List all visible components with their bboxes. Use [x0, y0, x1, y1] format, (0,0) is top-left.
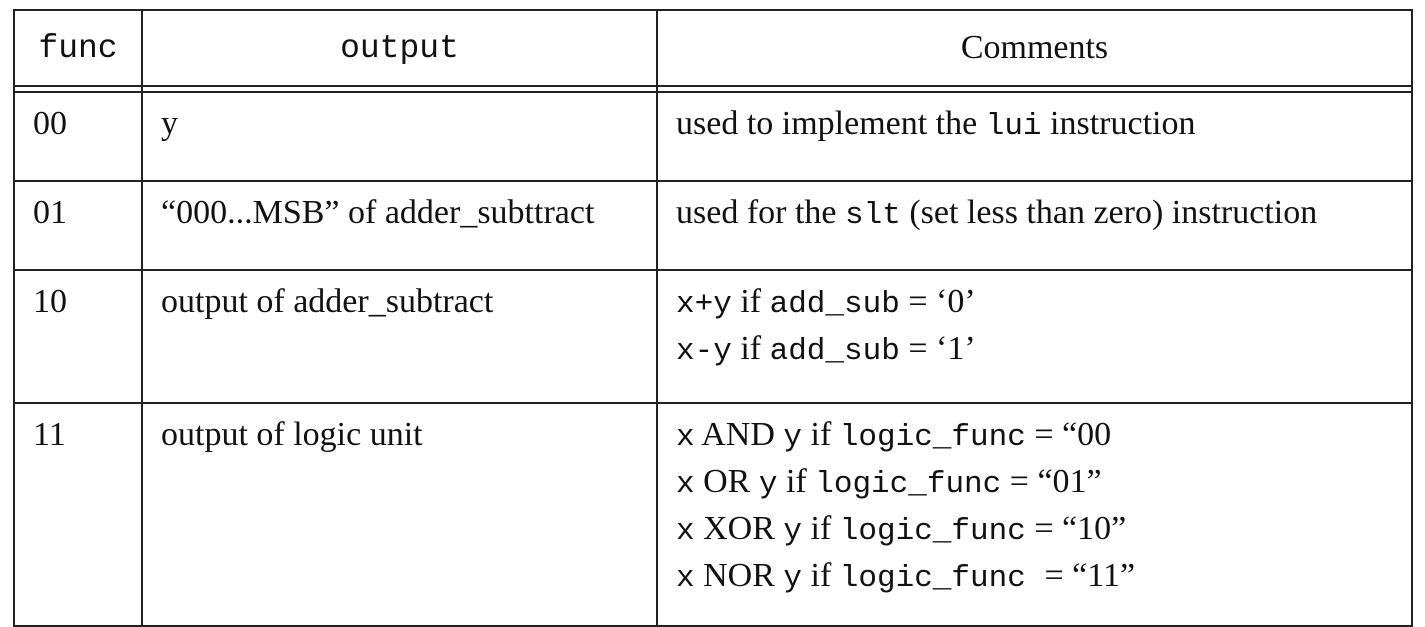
func-table: func output Comments 00 y used to implem…: [13, 9, 1413, 627]
comment-line: x-y if add_sub = ‘1’: [676, 327, 1393, 374]
comment-code-segment: slt: [845, 198, 901, 233]
comment-text-segment: = “01”: [1001, 463, 1102, 500]
header-func: func: [13, 9, 143, 87]
comment-text-segment: if: [802, 557, 840, 594]
comment-text-segment: OR: [694, 463, 759, 500]
comment-code-segment: logic_func: [839, 420, 1026, 455]
comment-code-segment: logic_func: [839, 561, 1045, 596]
comment-code-segment: lui: [985, 109, 1042, 144]
comment-text-segment: if: [802, 416, 840, 453]
comment-text-segment: = ‘1’: [899, 330, 976, 367]
comment-text-segment: NOR: [694, 557, 784, 594]
table-row: 11 output of logic unit x AND y if logic…: [13, 402, 1413, 627]
output-cell: output of adder_subtract: [141, 269, 658, 404]
func-cell: 11: [13, 402, 143, 627]
func-cell: 10: [13, 269, 143, 404]
comment-code-segment: add_sub: [769, 287, 900, 322]
comment-text-segment: if: [777, 463, 816, 500]
separator-cell: [656, 85, 1413, 93]
comment-text-segment: XOR: [694, 510, 784, 547]
comment-code-segment: add_sub: [769, 334, 900, 369]
table-row: 10 output of adder_subtract x+y if add_s…: [13, 269, 1413, 404]
comment-text-segment: instruction: [1041, 105, 1196, 142]
comment-code-segment: y: [783, 514, 803, 549]
comment-cell: used to implement the lui instruction: [656, 91, 1413, 182]
func-table-container: func output Comments 00 y used to implem…: [13, 9, 1413, 627]
comment-line: used for the slt (set less than zero) in…: [676, 191, 1393, 238]
comment-code-segment: x: [676, 561, 695, 596]
func-cell: 00: [13, 91, 143, 182]
output-cell: “000...MSB” of adder_subttract: [141, 180, 658, 271]
comment-text-segment: AND: [694, 416, 784, 453]
comment-code-segment: y: [783, 420, 803, 455]
comment-line: x NOR y if logic_func = “11”: [676, 554, 1393, 601]
comment-code-segment: x: [676, 514, 695, 549]
comment-code-segment: y: [758, 467, 778, 502]
header-output: output: [141, 9, 658, 87]
comment-text-segment: if: [802, 510, 840, 547]
header-separator: [13, 85, 1413, 93]
comment-line: x XOR y if logic_func = “10”: [676, 507, 1393, 554]
comment-line: used to implement the lui instruction: [676, 102, 1393, 149]
comment-code-segment: logic_func: [815, 467, 1002, 502]
header-row: func output Comments: [13, 9, 1413, 87]
comment-line: x+y if add_sub = ‘0’: [676, 280, 1393, 327]
comment-text-segment: = “11”: [1044, 557, 1136, 594]
separator-cell: [141, 85, 658, 93]
comment-code-segment: x+y: [676, 287, 732, 322]
comment-text-segment: (set less than zero) instruction: [900, 194, 1318, 231]
comment-text-segment: if: [731, 330, 770, 367]
separator-cell: [13, 85, 143, 93]
comment-line: x AND y if logic_func = “00: [676, 413, 1393, 460]
comment-cell: x AND y if logic_func = “00 x OR y if log…: [656, 402, 1413, 627]
comment-line: x OR y if logic_func = “01”: [676, 460, 1393, 507]
comment-code-segment: logic_func: [839, 514, 1026, 549]
comment-text-segment: used for the: [676, 194, 846, 231]
table-row: 01 “000...MSB” of adder_subttract used f…: [13, 180, 1413, 271]
output-cell: output of logic unit: [141, 402, 658, 627]
comment-cell: x+y if add_sub = ‘0’ x-y if add_sub = ‘1’: [656, 269, 1413, 404]
comment-text-segment: = “10”: [1025, 510, 1127, 547]
comment-code-segment: x: [676, 420, 695, 455]
comment-text-segment: = ‘0’: [899, 283, 976, 320]
table-row: 00 y used to implement the lui instructi…: [13, 91, 1413, 182]
comment-code-segment: x-y: [676, 334, 732, 369]
comment-code-segment: y: [783, 561, 803, 596]
comment-cell: used for the slt (set less than zero) in…: [656, 180, 1413, 271]
output-cell: y: [141, 91, 658, 182]
header-comments: Comments: [656, 9, 1413, 87]
comment-text-segment: used to implement the: [676, 105, 986, 142]
comment-text-segment: if: [731, 283, 770, 320]
comment-text-segment: = “00: [1025, 416, 1112, 453]
func-cell: 01: [13, 180, 143, 271]
comment-code-segment: x: [676, 467, 695, 502]
